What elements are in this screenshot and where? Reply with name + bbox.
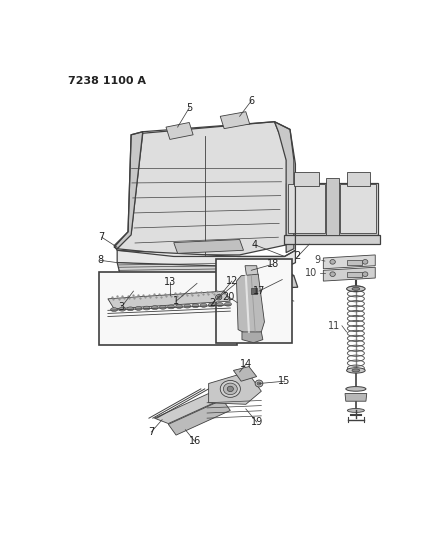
Ellipse shape xyxy=(224,302,232,306)
Text: 7: 7 xyxy=(148,427,154,437)
Ellipse shape xyxy=(363,260,368,264)
Ellipse shape xyxy=(220,381,240,398)
Bar xyxy=(99,272,236,345)
Ellipse shape xyxy=(143,306,150,310)
Ellipse shape xyxy=(119,308,126,311)
Polygon shape xyxy=(166,123,193,140)
Bar xyxy=(347,260,362,265)
Text: 11: 11 xyxy=(328,321,340,331)
Polygon shape xyxy=(345,393,367,401)
Ellipse shape xyxy=(216,303,224,306)
Text: 17: 17 xyxy=(253,286,265,296)
Polygon shape xyxy=(208,372,261,405)
Ellipse shape xyxy=(227,386,233,392)
Text: 16: 16 xyxy=(189,436,201,446)
Polygon shape xyxy=(323,267,375,281)
Polygon shape xyxy=(340,184,376,233)
Polygon shape xyxy=(347,172,370,185)
Text: 19: 19 xyxy=(251,417,263,427)
Text: 3: 3 xyxy=(119,302,125,311)
Polygon shape xyxy=(284,235,380,244)
Ellipse shape xyxy=(347,286,365,292)
Bar xyxy=(216,259,292,343)
Ellipse shape xyxy=(347,408,364,413)
Polygon shape xyxy=(122,276,298,294)
Polygon shape xyxy=(168,400,230,435)
Ellipse shape xyxy=(135,306,142,310)
Ellipse shape xyxy=(111,308,118,311)
Ellipse shape xyxy=(127,307,134,311)
Polygon shape xyxy=(294,172,319,185)
Text: 4: 4 xyxy=(252,240,258,250)
Polygon shape xyxy=(286,183,378,235)
Polygon shape xyxy=(114,132,143,249)
Ellipse shape xyxy=(352,287,360,290)
Polygon shape xyxy=(174,239,244,253)
Text: 15: 15 xyxy=(278,376,291,386)
Ellipse shape xyxy=(346,386,366,391)
Polygon shape xyxy=(154,393,223,424)
Ellipse shape xyxy=(255,380,263,387)
Ellipse shape xyxy=(216,295,222,300)
Text: 7: 7 xyxy=(99,232,105,242)
Ellipse shape xyxy=(200,303,207,308)
Text: 13: 13 xyxy=(164,277,176,287)
Ellipse shape xyxy=(330,272,335,277)
Ellipse shape xyxy=(176,304,183,309)
Text: 2: 2 xyxy=(209,297,216,308)
Ellipse shape xyxy=(224,383,237,394)
Polygon shape xyxy=(236,274,264,335)
Polygon shape xyxy=(117,263,294,281)
Ellipse shape xyxy=(352,369,360,372)
Polygon shape xyxy=(242,332,263,343)
Text: 1: 1 xyxy=(173,296,179,306)
Text: 6: 6 xyxy=(248,96,254,106)
Polygon shape xyxy=(323,255,375,269)
Polygon shape xyxy=(288,184,325,233)
Polygon shape xyxy=(326,178,339,235)
Polygon shape xyxy=(220,112,250,128)
Ellipse shape xyxy=(330,260,335,264)
Ellipse shape xyxy=(151,306,158,310)
Ellipse shape xyxy=(363,272,368,277)
Ellipse shape xyxy=(347,368,365,373)
Text: 10: 10 xyxy=(305,269,317,278)
Polygon shape xyxy=(117,251,296,270)
Ellipse shape xyxy=(160,305,166,309)
Ellipse shape xyxy=(168,305,175,309)
Text: 5: 5 xyxy=(186,103,192,113)
Ellipse shape xyxy=(217,296,220,298)
Bar xyxy=(347,272,362,277)
Text: 9: 9 xyxy=(314,255,320,265)
Text: 20: 20 xyxy=(222,292,234,302)
Text: 7238 1100 A: 7238 1100 A xyxy=(68,76,145,86)
Text: 12: 12 xyxy=(226,276,238,286)
Ellipse shape xyxy=(184,304,191,308)
Ellipse shape xyxy=(257,382,261,385)
Text: 8: 8 xyxy=(97,255,103,265)
Ellipse shape xyxy=(192,304,199,308)
Ellipse shape xyxy=(208,303,215,307)
Text: 2: 2 xyxy=(295,252,301,262)
Polygon shape xyxy=(117,122,290,255)
Text: 18: 18 xyxy=(267,259,279,269)
Polygon shape xyxy=(233,367,257,381)
Text: 14: 14 xyxy=(240,359,252,369)
Polygon shape xyxy=(275,122,294,253)
Polygon shape xyxy=(108,291,230,309)
Polygon shape xyxy=(245,265,258,277)
